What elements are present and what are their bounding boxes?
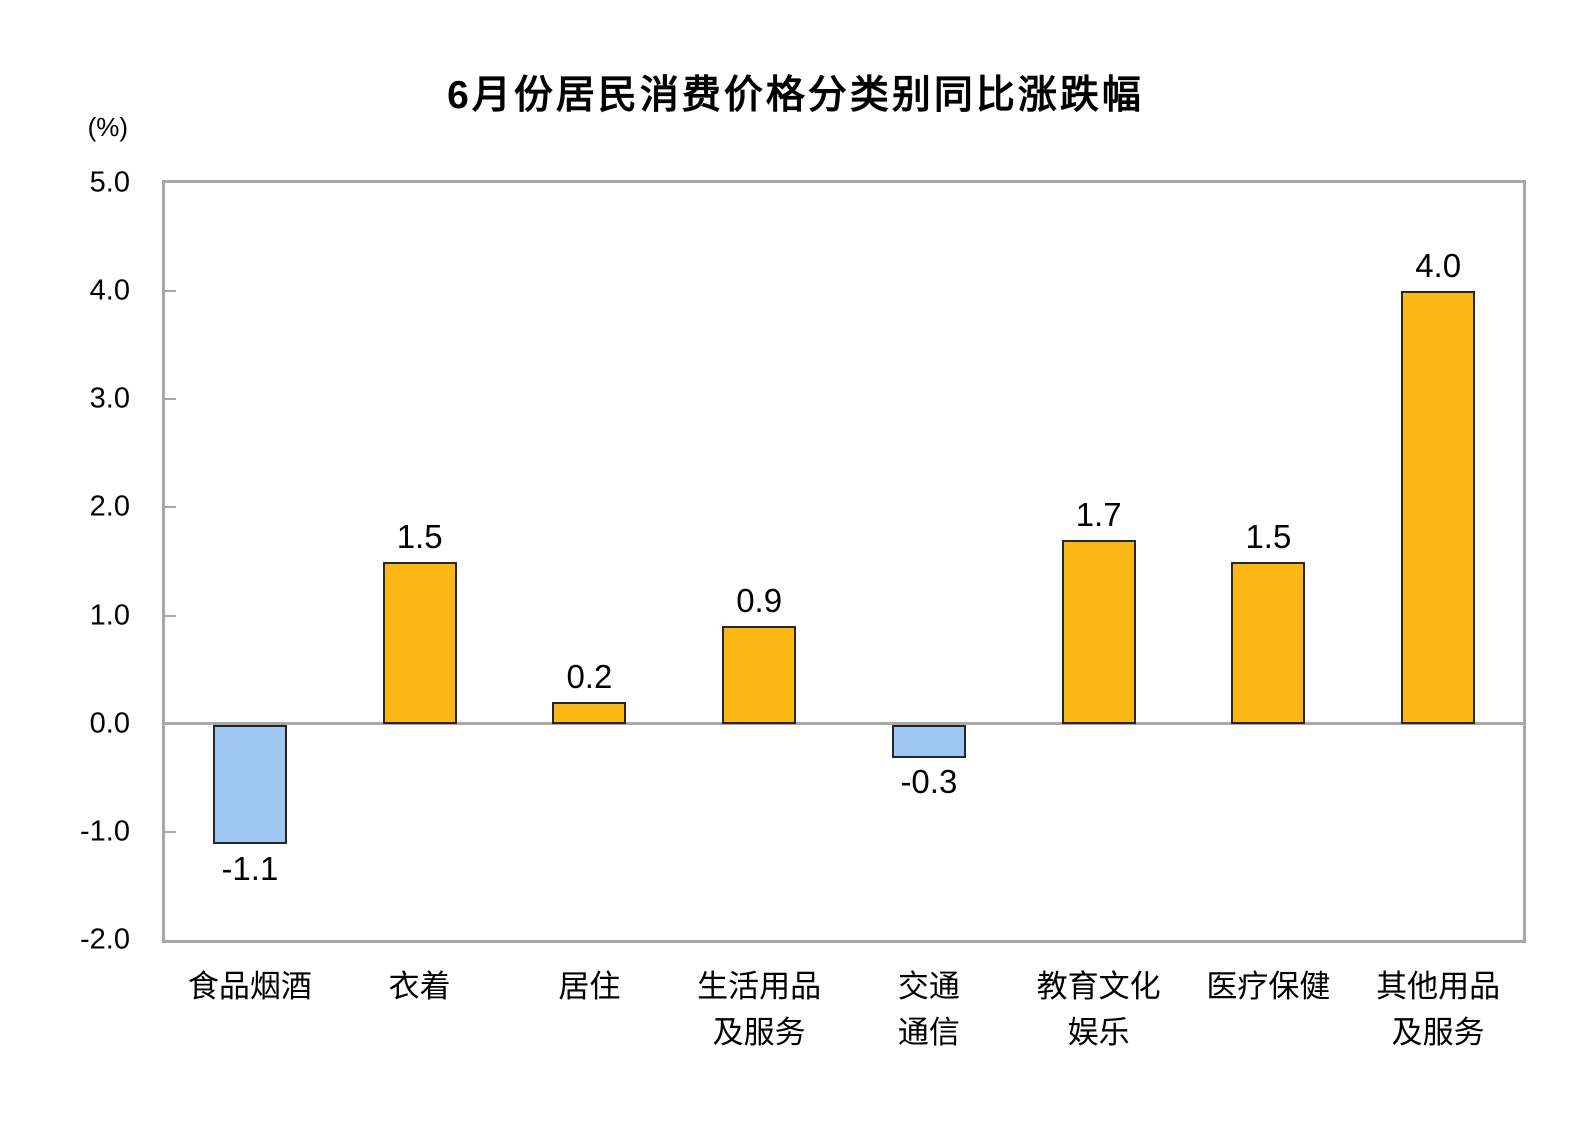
x-axis-category-label: 居住 [558, 969, 621, 1004]
bar-value-label: 0.2 [566, 658, 613, 696]
bar [552, 702, 627, 724]
x-axis-labels: 食品烟酒 衣着 居住 生活用品 及服务 交通 通信 教育文化 娱乐 医疗保健 其他用品 及服务 [165, 964, 1523, 1104]
x-axis-category-label: 生活用品 及服务 [697, 969, 822, 1050]
y-tick-mark [165, 398, 176, 401]
bar [212, 725, 287, 845]
bar [1231, 561, 1306, 724]
plot-area: -1.1 1.5 0.2 0.9 -0.3 1.7 1.5 4.0 [162, 180, 1526, 943]
y-tick-label: 5.0 [89, 166, 130, 199]
bar-value-label: -0.3 [900, 763, 958, 801]
bar [382, 561, 457, 724]
bar [722, 626, 797, 724]
bar [1401, 291, 1476, 724]
y-tick-label: -1.0 [80, 815, 130, 848]
y-tick-mark [165, 290, 176, 293]
chart-title: 6月份居民消费价格分类别同比涨跌幅 [447, 74, 1144, 117]
y-tick-label: -2.0 [80, 923, 130, 956]
x-axis-category-label: 医疗保健 [1206, 969, 1331, 1004]
y-tick-label: 3.0 [89, 382, 130, 415]
bar-value-label: 1.5 [1245, 517, 1292, 555]
y-tick-mark [165, 614, 176, 617]
bar-value-label: -1.1 [221, 849, 279, 887]
bar-value-label: 4.0 [1415, 247, 1462, 285]
bar-value-label: 1.5 [396, 517, 443, 555]
x-axis-category-label: 交通 通信 [897, 969, 960, 1050]
y-tick-label: 1.0 [89, 599, 130, 632]
y-tick-label: 0.0 [89, 707, 130, 740]
y-axis-labels: 5.0 4.0 3.0 2.0 1.0 0.0 -1.0 -2.0 [0, 167, 130, 956]
bar-value-label: 0.9 [736, 582, 783, 620]
y-tick-mark [165, 830, 176, 833]
bar-value-label: 1.7 [1075, 495, 1122, 533]
x-axis-category-label: 教育文化 娱乐 [1036, 969, 1161, 1050]
bar [891, 725, 966, 758]
x-axis-category-label: 衣着 [388, 969, 451, 1004]
y-tick-label: 4.0 [89, 274, 130, 307]
y-tick-label: 2.0 [89, 490, 130, 523]
y-tick-mark [165, 506, 176, 509]
x-axis-category-label: 食品烟酒 [187, 969, 312, 1004]
bar [1061, 539, 1136, 724]
y-axis-unit-label: (%) [87, 112, 128, 142]
zero-axis-line [165, 722, 1523, 726]
x-axis-category-label: 其他用品 及服务 [1376, 969, 1501, 1050]
